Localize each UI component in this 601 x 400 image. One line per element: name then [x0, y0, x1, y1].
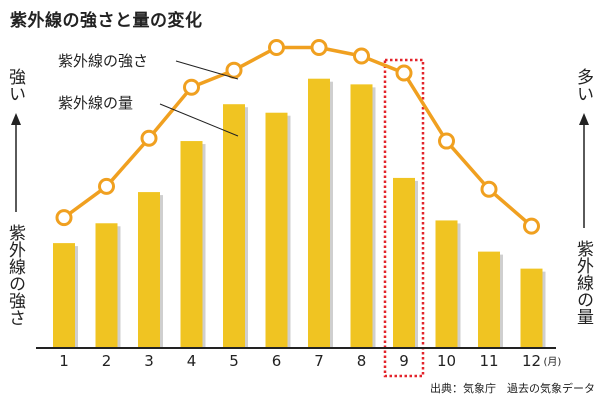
bar-3 — [138, 192, 160, 348]
strength-point-2 — [98, 177, 115, 195]
x-tick-labels: 1 2 3 4 5 6 7 8 9 10 11 12 (月) — [59, 352, 561, 370]
bar-11 — [478, 251, 500, 348]
bar-6 — [265, 112, 288, 348]
annotation-bar-label: 紫外線の量 — [58, 94, 133, 112]
bar-7 — [308, 78, 330, 349]
strength-point-3 — [140, 129, 158, 147]
strength-point-1 — [55, 209, 73, 227]
strength-point-5 — [225, 61, 243, 79]
right-axis-top-label: 多い — [573, 68, 593, 102]
strength-point-11 — [480, 180, 498, 198]
axis-arrows — [11, 113, 589, 228]
bar-1 — [53, 243, 75, 348]
left-axis-bottom-label: 紫外線の強さ — [5, 224, 25, 326]
x-tick-1: 1 — [59, 352, 69, 370]
annotation-bar-leader — [159, 103, 239, 137]
strength-point-6 — [268, 39, 285, 57]
strength-point-8 — [353, 47, 370, 65]
bar-2 — [95, 223, 118, 348]
x-tick-9: 9 — [399, 352, 409, 370]
strength-point-12 — [523, 217, 540, 235]
x-tick-4: 4 — [187, 352, 197, 370]
strength-point-9 — [395, 64, 413, 82]
x-axis-unit: (月) — [544, 356, 562, 368]
right-arrow-head — [579, 113, 589, 125]
bar-12 — [520, 268, 543, 348]
chart-title: 紫外線の強さと量の変化 — [10, 11, 203, 31]
x-tick-8: 8 — [357, 352, 367, 370]
x-tick-5: 5 — [229, 352, 239, 370]
x-tick-3: 3 — [144, 352, 154, 370]
strength-line — [62, 45, 533, 228]
line-series — [55, 39, 540, 235]
right-axis-bottom-label: 紫外線の量 — [573, 240, 593, 325]
x-tick-12: 12 — [522, 352, 541, 370]
x-tick-2: 2 — [102, 352, 112, 370]
strength-point-7 — [310, 39, 328, 57]
highlight-group — [383, 58, 425, 378]
highlight-box — [383, 58, 425, 378]
left-axis-top-label: 強い — [5, 68, 25, 102]
x-tick-6: 6 — [272, 352, 282, 370]
x-tick-10: 10 — [437, 352, 456, 370]
left-arrow-head — [11, 113, 21, 125]
strength-point-4 — [183, 78, 200, 96]
annotation-line-label: 紫外線の強さ — [58, 52, 148, 70]
annotations: 紫外線の強さ 紫外線の量 — [58, 52, 239, 137]
bar-10 — [435, 220, 458, 348]
x-tick-7: 7 — [314, 352, 324, 370]
bar-4 — [180, 141, 203, 348]
source-note: 出典：気象庁 過去の気象データ — [430, 382, 595, 395]
bar-series — [53, 78, 546, 349]
x-tick-11: 11 — [479, 352, 498, 370]
bar-8 — [350, 84, 373, 348]
bar-5 — [223, 104, 245, 348]
strength-point-10 — [438, 132, 455, 150]
annotation-line-leader — [175, 60, 239, 80]
bar-9 — [393, 177, 415, 348]
